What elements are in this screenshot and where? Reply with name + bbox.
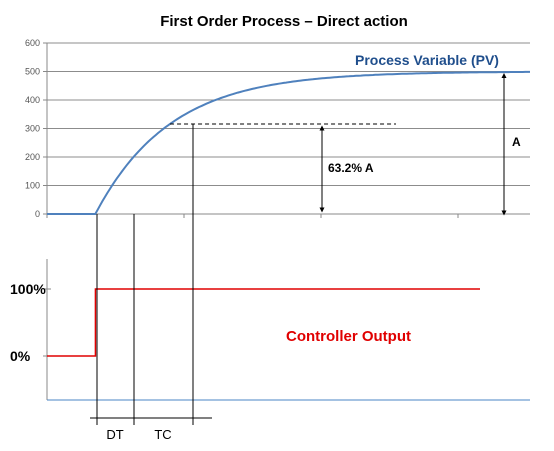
y-tick-label: 400	[25, 95, 40, 105]
pv-series-label: Process Variable (PV)	[355, 52, 499, 68]
pct-amplitude-label: 63.2% A	[328, 161, 374, 175]
bottom-ytick-label-0: 0%	[10, 348, 31, 364]
controller-output-label: Controller Output	[286, 328, 411, 345]
y-tick-label: 200	[25, 152, 40, 162]
top-plot-gridlines	[47, 42, 530, 186]
chart-title: First Order Process – Direct action	[160, 13, 408, 30]
y-tick-label: 0	[35, 209, 40, 219]
top-plot-y-ticks: 0 100 200 300 400 500 600	[25, 38, 47, 219]
segment-label-dt: DT	[106, 427, 123, 442]
controller-output-line	[47, 288, 480, 357]
y-tick-label: 100	[25, 181, 40, 191]
bottom-ytick-label-100: 100%	[10, 281, 46, 297]
y-tick-label: 500	[25, 67, 40, 77]
pv-series-line	[47, 70, 530, 215]
time-marker-lines	[96, 123, 194, 425]
y-tick-label: 300	[25, 124, 40, 134]
y-tick-label: 600	[25, 38, 40, 48]
segment-label-tc: TC	[154, 427, 171, 442]
top-plot-x-ticks	[46, 214, 459, 218]
amplitude-label: A	[512, 135, 521, 149]
